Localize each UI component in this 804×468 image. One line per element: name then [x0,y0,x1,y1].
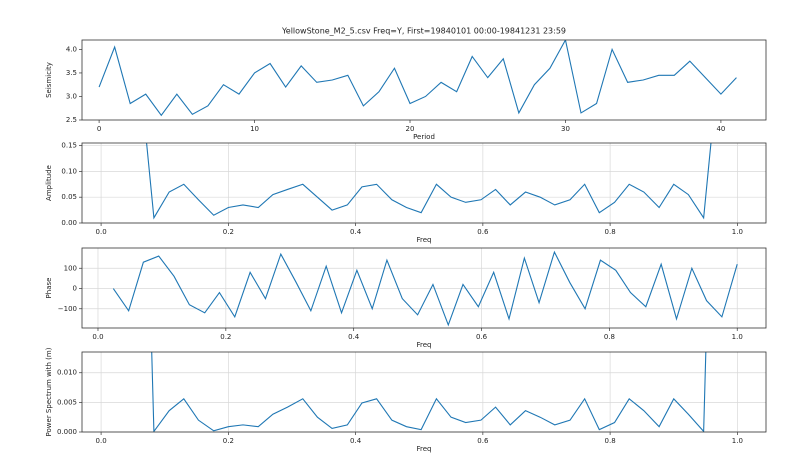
data-line [98,40,737,117]
y-axis-label: Power Spectrum with (m) [45,347,53,436]
x-tick-label: 0.2 [223,437,234,445]
x-tick-label: 0.0 [96,437,107,445]
data-line [151,352,707,432]
x-tick-label: 10 [250,125,259,133]
x-tick-label: 0.8 [604,333,615,341]
x-tick-label: 0.8 [605,228,616,236]
x-tick-label: 0.4 [348,333,360,341]
y-tick-label: 0.010 [57,369,77,377]
y-axis-label: Seismicity [45,62,53,98]
y-tick-label: 0.000 [57,428,77,436]
y-tick-label: −100 [58,305,77,313]
x-tick-label: 0.2 [220,333,231,341]
plot-frame [81,351,767,433]
x-tick-label: 0 [97,125,101,133]
x-tick-label: 0.4 [350,437,362,445]
plot-frame [81,39,767,121]
x-axis-label: Freq [417,236,432,244]
x-tick-label: 0.2 [223,228,234,236]
y-axis-label: Amplitude [45,165,53,201]
plot-frame [81,247,767,329]
y-tick-label: 0.10 [61,167,77,175]
x-axis-label: Freq [417,341,432,349]
y-tick-label: 0.05 [61,193,77,201]
x-tick-label: 0.0 [96,228,107,236]
figure-title: YellowStone_M2_5.csv Freq=Y, First=19840… [281,27,566,36]
x-tick-label: 1.0 [732,228,743,236]
x-tick-label: 1.0 [732,333,743,341]
y-tick-label: 0.005 [57,398,77,406]
x-axis-label: Period [413,133,435,141]
x-tick-label: 40 [716,125,725,133]
y-tick-label: 3.0 [66,92,77,100]
y-tick-label: 100 [64,264,77,272]
y-tick-label: 0.15 [61,142,77,150]
x-tick-label: 0.6 [476,333,488,341]
y-tick-label: 0 [73,285,77,293]
y-tick-label: 3.5 [66,69,77,77]
x-tick-label: 20 [406,125,415,133]
x-axis-label: Freq [417,445,432,453]
x-tick-label: 0.0 [92,333,103,341]
y-tick-label: 0.00 [61,219,77,227]
x-tick-label: 0.6 [477,437,489,445]
x-tick-label: 0.8 [605,437,616,445]
x-tick-label: 30 [561,125,570,133]
x-tick-label: 0.4 [350,228,362,236]
y-axis-label: Phase [45,278,53,299]
y-tick-label: 4.0 [66,45,77,53]
data-line [146,143,712,220]
x-tick-label: 1.0 [732,437,743,445]
plot-frame [81,142,767,224]
y-tick-label: 2.5 [66,116,77,124]
data-line [112,250,738,327]
x-tick-label: 0.6 [477,228,489,236]
